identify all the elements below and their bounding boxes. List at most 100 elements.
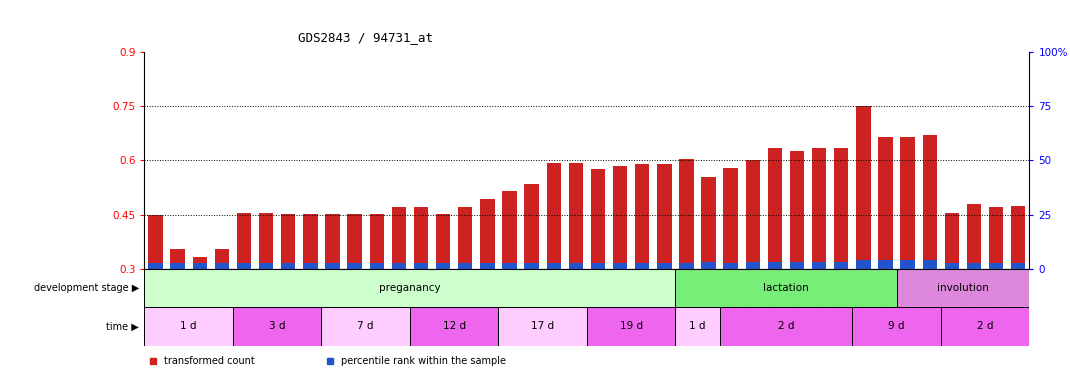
Bar (149, 215, 163, 269)
Bar (835, 262, 849, 269)
Bar (901, 260, 915, 269)
Bar (967, 263, 981, 269)
Text: transformed count: transformed count (164, 356, 255, 366)
Bar (392, 207, 406, 269)
Bar (1011, 205, 1025, 269)
Bar (901, 137, 915, 269)
Bar (922, 260, 937, 269)
Bar (591, 263, 606, 269)
Bar (675, 269, 897, 307)
Bar (480, 263, 494, 269)
Bar (547, 263, 561, 269)
Bar (193, 263, 207, 269)
Bar (856, 106, 871, 269)
Bar (499, 307, 586, 346)
Bar (790, 262, 805, 269)
Bar (281, 214, 295, 269)
Bar (635, 263, 649, 269)
Bar (922, 135, 937, 269)
Bar (414, 207, 428, 269)
Bar (701, 177, 716, 269)
Bar (675, 307, 720, 346)
Bar (215, 263, 229, 269)
Bar (325, 263, 339, 269)
Bar (812, 262, 826, 269)
Bar (568, 263, 583, 269)
Bar (897, 269, 1029, 307)
Bar (149, 263, 163, 269)
Bar (458, 207, 473, 269)
Bar (435, 263, 450, 269)
Bar (768, 148, 782, 269)
Bar (941, 307, 1029, 346)
Bar (193, 257, 207, 269)
Bar (458, 263, 473, 269)
Bar (635, 164, 649, 269)
Bar (568, 163, 583, 269)
Text: 1 d: 1 d (689, 321, 706, 331)
Bar (144, 269, 675, 307)
Bar (591, 169, 606, 269)
Bar (236, 263, 251, 269)
Bar (856, 260, 871, 269)
Bar (215, 249, 229, 269)
Bar (524, 263, 539, 269)
Bar (303, 214, 318, 269)
Bar (233, 307, 321, 346)
Bar (1011, 263, 1025, 269)
Bar (679, 159, 693, 269)
Bar (989, 263, 1004, 269)
Bar (369, 263, 384, 269)
Text: lactation: lactation (763, 283, 809, 293)
Text: 19 d: 19 d (620, 321, 643, 331)
Text: 2 d: 2 d (778, 321, 794, 331)
Bar (613, 167, 627, 269)
Bar (303, 263, 318, 269)
Bar (679, 263, 693, 269)
Bar (325, 214, 339, 269)
Bar (967, 204, 981, 269)
Text: 9 d: 9 d (888, 321, 905, 331)
Bar (321, 307, 410, 346)
Text: 7 d: 7 d (357, 321, 373, 331)
Text: 12 d: 12 d (443, 321, 465, 331)
Bar (746, 262, 760, 269)
Bar (259, 213, 273, 269)
Bar (853, 307, 941, 346)
Text: 1 d: 1 d (181, 321, 197, 331)
Text: 2 d: 2 d (977, 321, 993, 331)
Bar (170, 249, 185, 269)
Bar (613, 263, 627, 269)
Bar (348, 214, 362, 269)
Bar (812, 148, 826, 269)
Bar (790, 151, 805, 269)
Bar (502, 191, 517, 269)
Text: involution: involution (937, 283, 989, 293)
Bar (348, 263, 362, 269)
Text: 17 d: 17 d (531, 321, 554, 331)
Bar (259, 263, 273, 269)
Bar (878, 137, 892, 269)
Bar (392, 263, 406, 269)
Bar (945, 263, 959, 269)
Bar (480, 199, 494, 269)
Bar (236, 213, 251, 269)
Bar (410, 307, 499, 346)
Bar (281, 263, 295, 269)
Text: 3 d: 3 d (269, 321, 286, 331)
Bar (768, 262, 782, 269)
Bar (746, 161, 760, 269)
Text: time ▶: time ▶ (106, 321, 139, 331)
Bar (524, 184, 539, 269)
Bar (414, 263, 428, 269)
Bar (720, 307, 853, 346)
Bar (435, 214, 450, 269)
Bar (547, 163, 561, 269)
Text: preganancy: preganancy (379, 283, 441, 293)
Bar (170, 263, 185, 269)
Bar (657, 164, 672, 269)
Bar (723, 168, 738, 269)
Bar (369, 214, 384, 269)
Bar (657, 263, 672, 269)
Bar (144, 307, 233, 346)
